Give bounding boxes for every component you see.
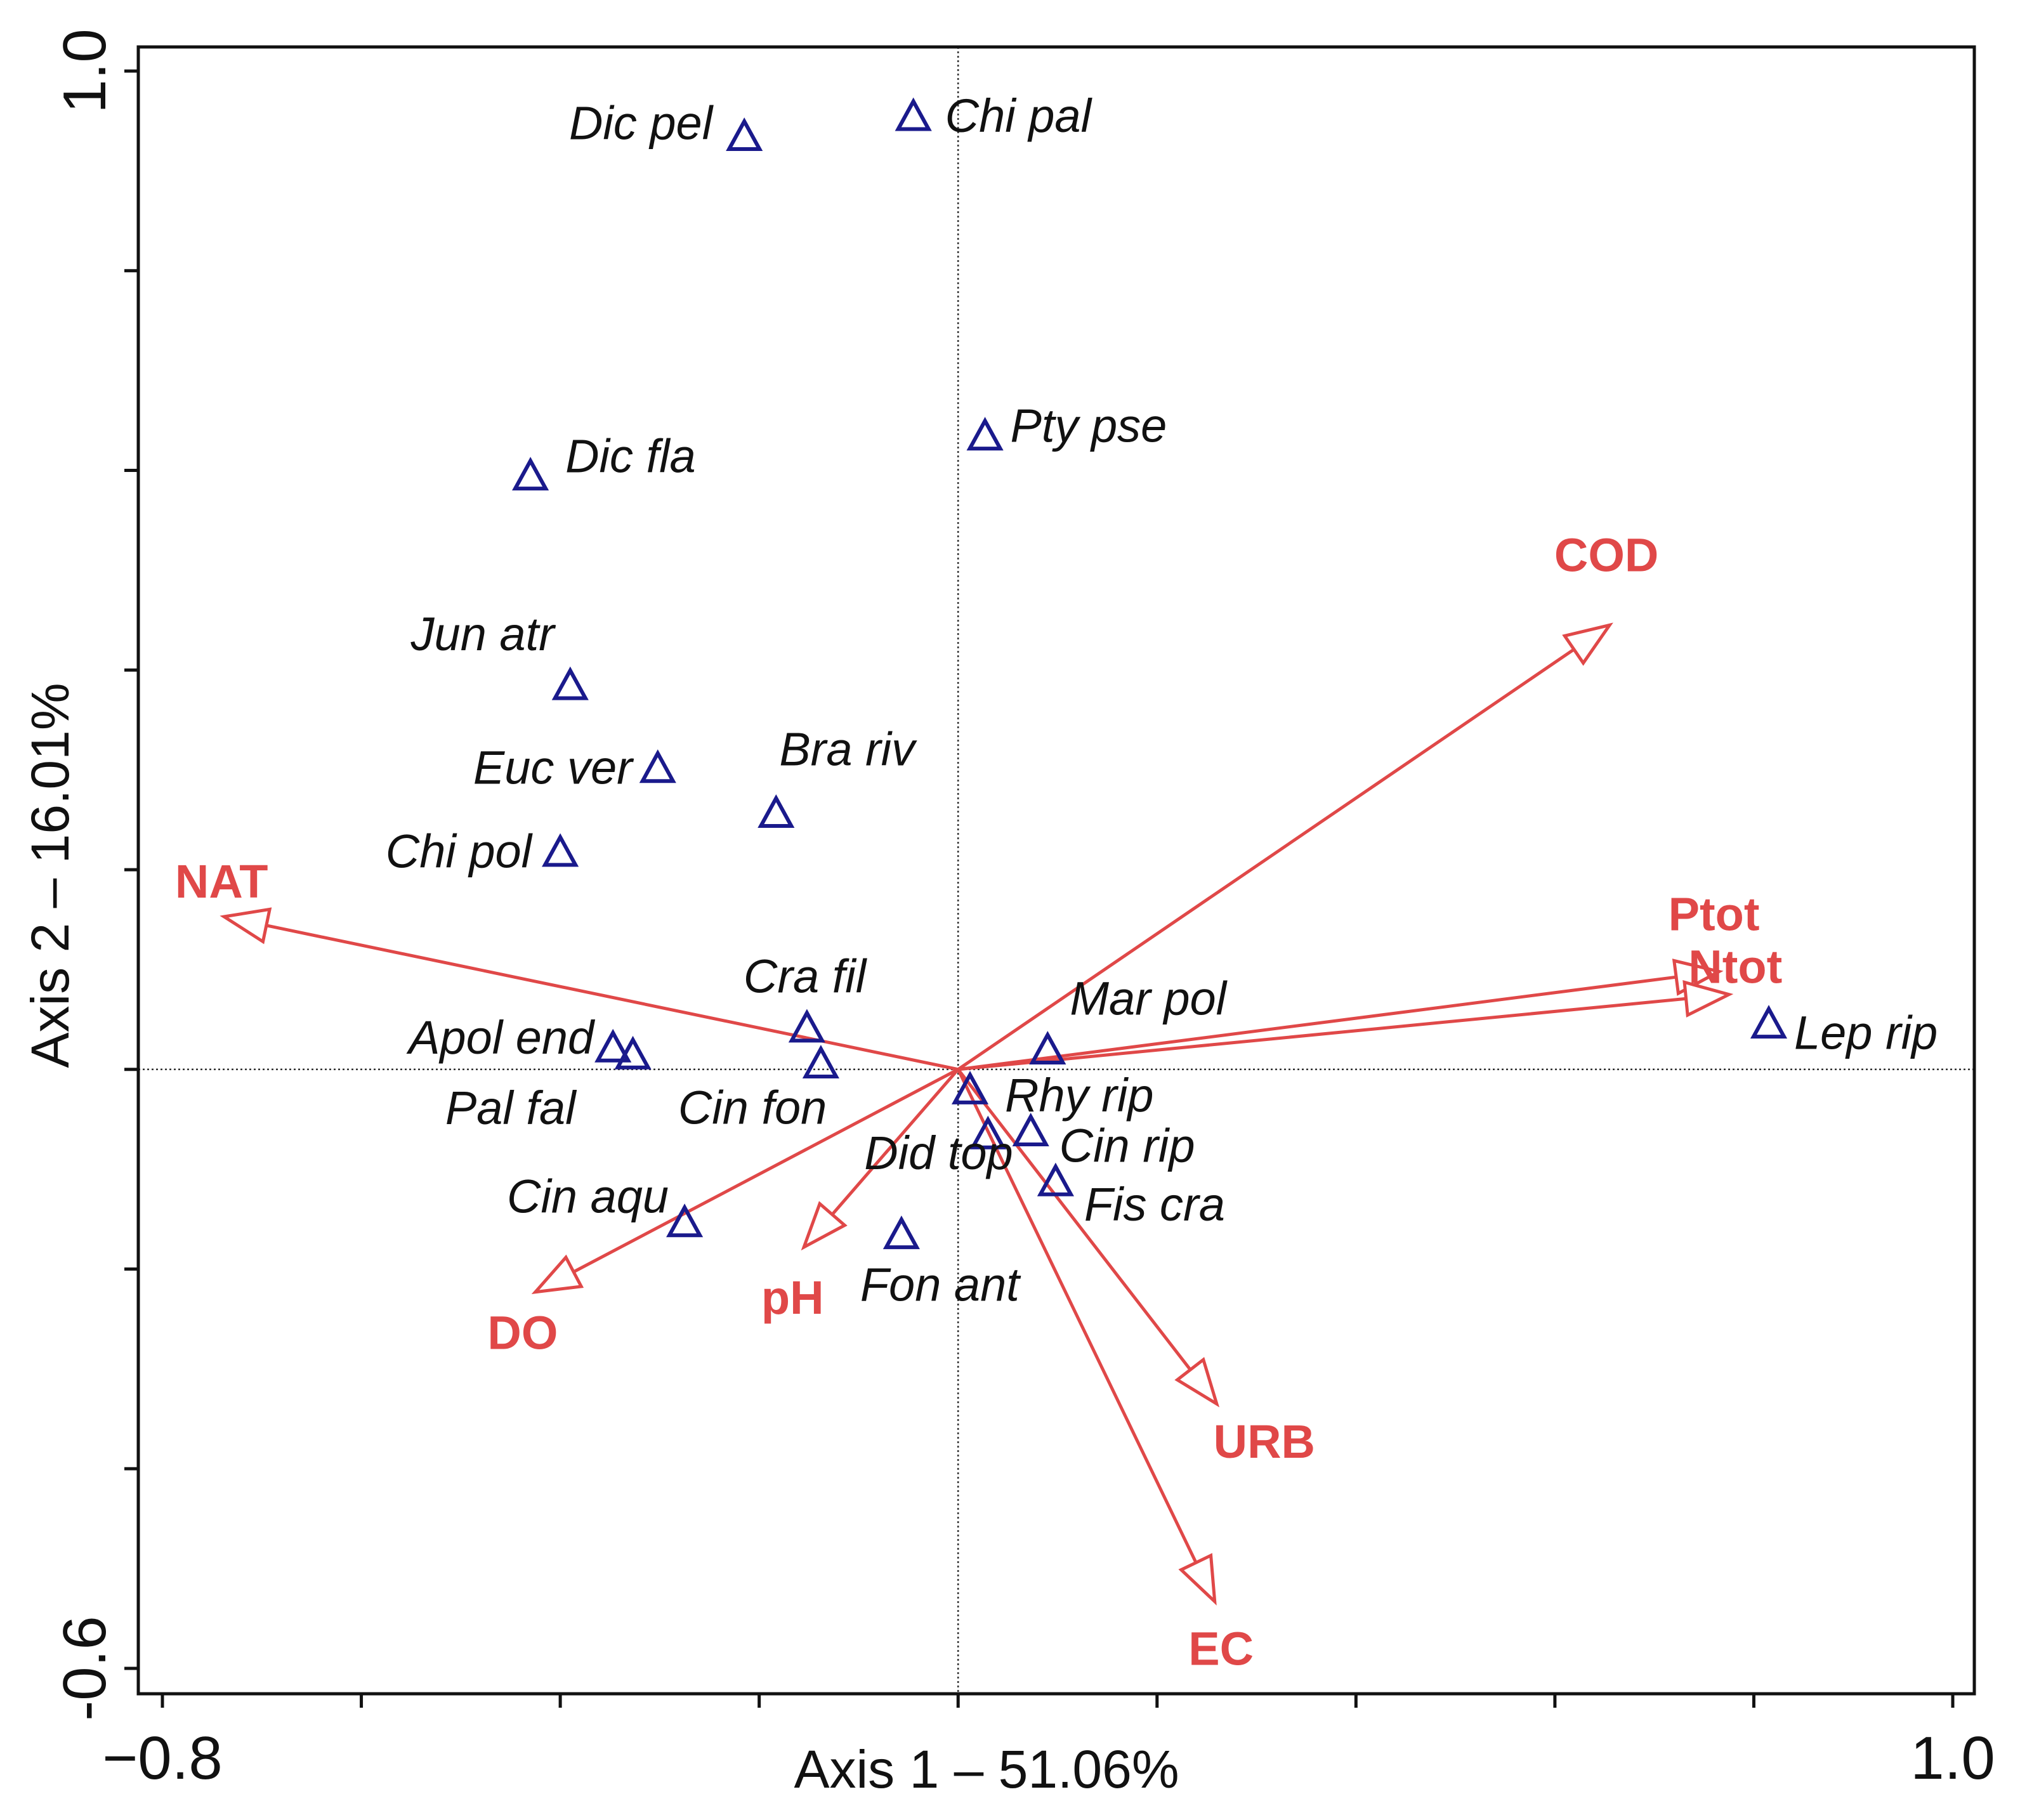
species-marker-pal-fal	[614, 1035, 652, 1070]
species-marker-euc-ver	[639, 749, 676, 783]
species-label-pty-pse: Pty pse	[1011, 399, 1167, 452]
vector-head-ec	[1178, 1553, 1217, 1606]
vector-line-ec	[956, 1068, 1198, 1564]
species-marker-rhy-rip	[951, 1070, 989, 1104]
species-label-fon-ant: Fon ant	[860, 1258, 1021, 1311]
y-tick-label: -0.6	[51, 1616, 119, 1720]
vector-label-cod: COD	[1554, 528, 1658, 581]
x-tick-label: 1.0	[1910, 1724, 1995, 1792]
species-marker-chi-pol	[542, 833, 579, 867]
species-label-mar-pol: Mar pol	[1070, 972, 1228, 1025]
vector-line-ntot	[957, 997, 1686, 1071]
vector-label-ph: pH	[761, 1271, 824, 1324]
species-label-fis-cra: Fis cra	[1084, 1178, 1225, 1231]
species-marker-apol-end	[594, 1028, 632, 1063]
x-tick-label: −0.8	[102, 1724, 223, 1792]
species-label-lep-rip: Lep rip	[1794, 1006, 1938, 1059]
species-label-bra-riv: Bra riv	[779, 723, 917, 775]
vector-label-ntot: Ntot	[1688, 941, 1782, 993]
species-marker-cin-aqu	[666, 1203, 704, 1238]
species-marker-dic-fla	[512, 457, 549, 491]
vector-head-urb	[1174, 1357, 1220, 1408]
species-marker-jun-atr	[551, 666, 589, 700]
species-label-chi-pol: Chi pol	[386, 825, 534, 878]
vector-label-ec: EC	[1188, 1623, 1254, 1675]
vector-head-ntot	[1682, 980, 1734, 1018]
species-marker-chi-pal	[895, 97, 932, 131]
vector-line-urb	[957, 1068, 1192, 1371]
species-label-cin-rip: Cin rip	[1059, 1119, 1195, 1172]
species-marker-mar-pol	[1029, 1031, 1066, 1064]
species-label-cin-fon: Cin fon	[678, 1081, 827, 1134]
vector-line-nat	[266, 924, 959, 1071]
species-marker-pty-pse	[966, 417, 1004, 451]
species-label-pal-fal: Pal fal	[445, 1082, 577, 1134]
species-label-cin-aqu: Cin aqu	[507, 1170, 669, 1223]
species-marker-cra-fil	[788, 1009, 825, 1043]
vector-head-do	[531, 1254, 584, 1294]
species-label-cra-fil: Cra fil	[744, 950, 868, 1003]
species-marker-bra-riv	[758, 794, 795, 828]
vector-head-nat	[220, 907, 272, 945]
species-points: Chi pal Dic pel Pty pse Dic fla Jun atr Euc v…	[386, 89, 1938, 1311]
vector-label-ptot: Ptot	[1669, 888, 1760, 941]
species-marker-dic-pel	[726, 117, 763, 151]
x-axis-title: Axis 1 – 51.06%	[794, 1739, 1179, 1799]
y-tick-label: 1.0	[51, 29, 119, 113]
vector-line-ph	[830, 1068, 960, 1216]
axes: −0.8 1.0 1.0 -0.6	[51, 29, 1995, 1792]
vector-label-do: DO	[487, 1307, 558, 1359]
species-label-euc-ver: Euc ver	[473, 741, 634, 794]
reference-lines	[138, 47, 1974, 1694]
vector-line-do	[572, 1068, 959, 1274]
vector-line-cod	[957, 648, 1575, 1071]
species-marker-cin-fon	[802, 1045, 839, 1078]
y-axis-title: Axis 2 – 16.01%	[20, 683, 80, 1068]
vector-label-urb: URB	[1214, 1415, 1315, 1468]
species-marker-lep-rip	[1750, 1005, 1788, 1039]
species-marker-fon-ant	[882, 1215, 920, 1250]
species-label-jun-atr: Jun atr	[410, 608, 557, 660]
vector-label-nat: NAT	[175, 855, 268, 908]
species-marker-did-top	[969, 1115, 1007, 1149]
species-label-dic-pel: Dic pel	[569, 96, 714, 149]
species-label-dic-fla: Dic fla	[565, 429, 696, 482]
species-label-did-top: Did top	[864, 1127, 1013, 1179]
vector-head-cod	[1562, 622, 1613, 666]
species-marker-fis-cra	[1037, 1162, 1074, 1196]
vector-line-ptot	[957, 975, 1677, 1071]
species-label-chi-pal: Chi pal	[945, 89, 1093, 142]
species-label-rhy-rip: Rhy rip	[1005, 1069, 1153, 1122]
vector-head-ph	[801, 1201, 848, 1251]
species-label-apol-end: Apol end	[406, 1011, 596, 1064]
species-marker-cin-rip	[1012, 1113, 1049, 1146]
